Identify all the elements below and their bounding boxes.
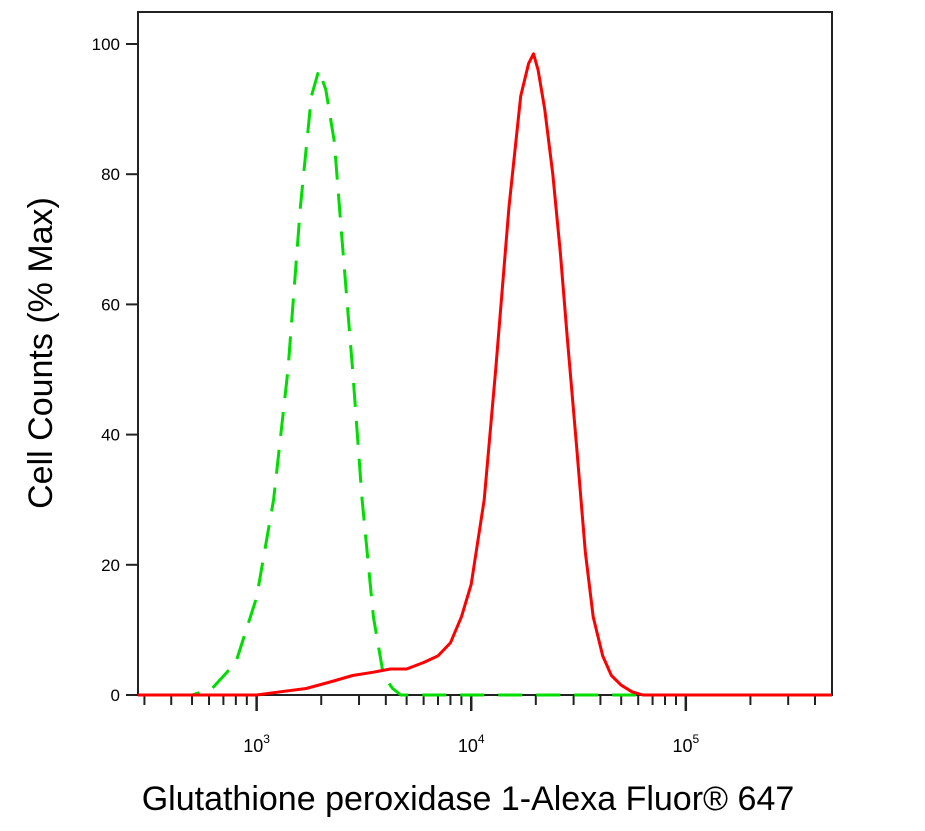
y-axis-label: Cell Counts (% Max) bbox=[22, 197, 60, 509]
y-tick-label: 0 bbox=[111, 686, 120, 705]
y-tick-label: 60 bbox=[101, 295, 120, 314]
series-layer bbox=[138, 52, 832, 697]
y-axis: 0 20 40 60 80 100 bbox=[92, 35, 138, 705]
y-tick-label: 20 bbox=[101, 556, 120, 575]
x-axis-label: Glutathione peroxidase 1-Alexa Fluor® 64… bbox=[142, 780, 795, 818]
y-tick-label: 100 bbox=[92, 35, 120, 54]
y-tick-label: 40 bbox=[101, 426, 120, 445]
plot-frame bbox=[137, 11, 833, 696]
x-axis: 103 104 105 bbox=[143, 695, 817, 756]
x-tick-label: 105 bbox=[672, 732, 699, 756]
x-tick-label: 103 bbox=[243, 732, 270, 756]
y-tick-label: 80 bbox=[101, 165, 120, 184]
x-tick-label: 104 bbox=[458, 732, 485, 756]
series-line-2 bbox=[138, 52, 832, 697]
series-line-1 bbox=[138, 68, 832, 697]
